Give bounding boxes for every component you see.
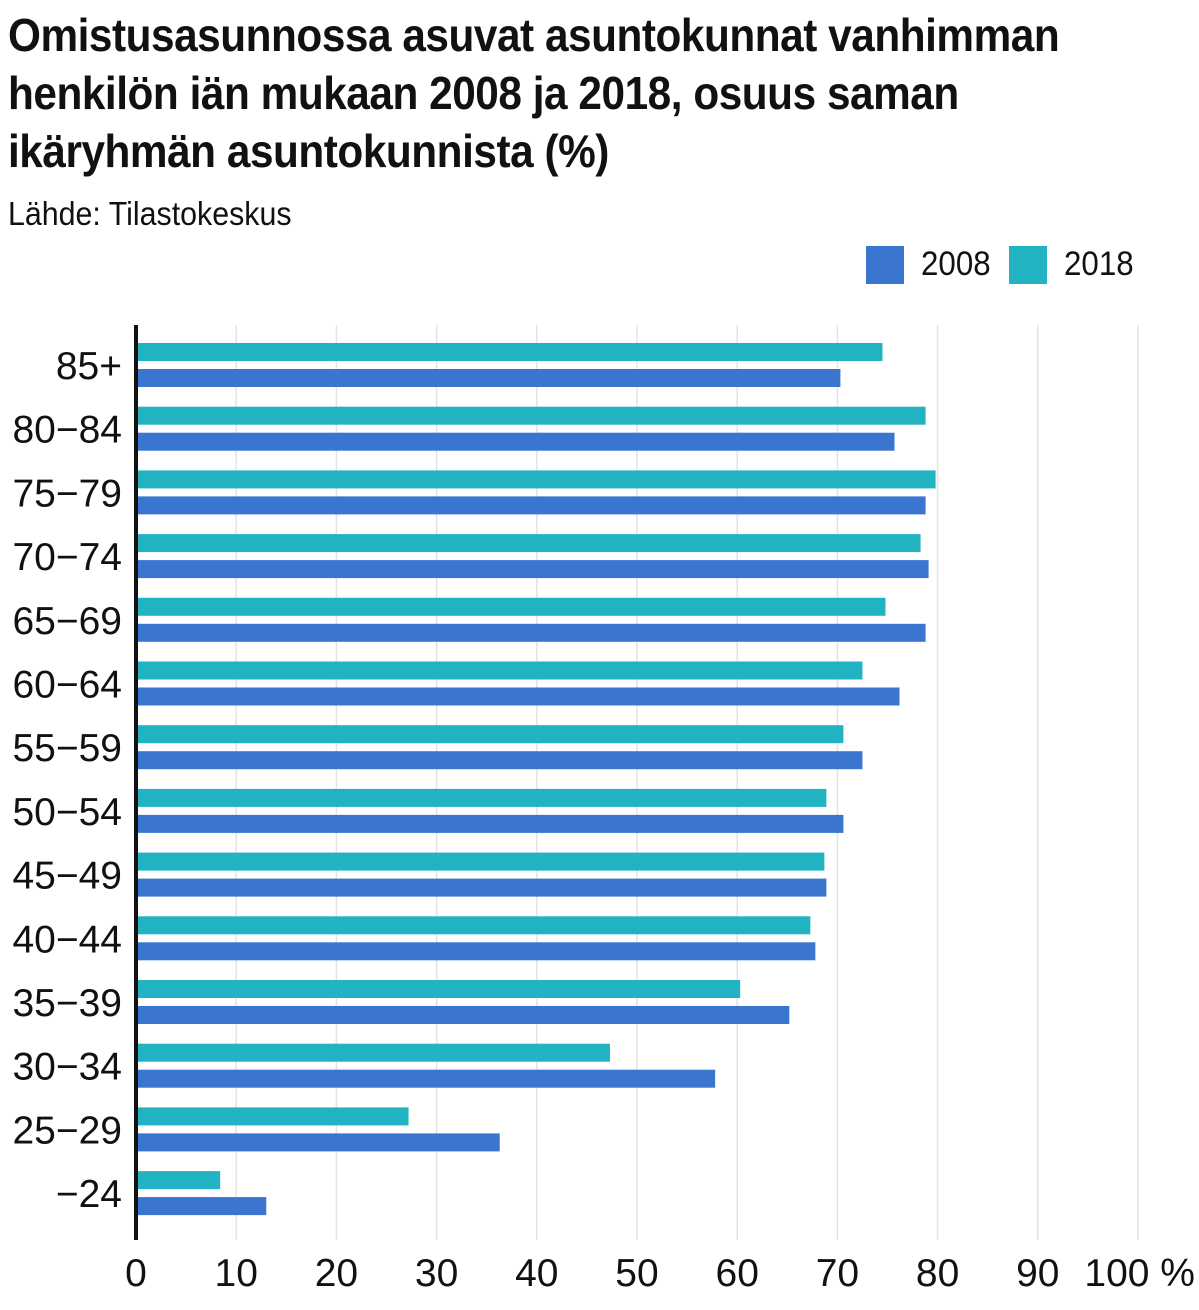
bar-2008	[136, 814, 844, 833]
x-tick-label: 10	[215, 1252, 258, 1295]
bar-2008	[136, 623, 926, 642]
category-label: 70−74	[12, 536, 122, 579]
x-tick-label: 100 %	[1084, 1252, 1195, 1295]
bar-2018	[136, 470, 936, 489]
category-label: 60−64	[12, 664, 122, 707]
x-tick-label: 80	[916, 1252, 959, 1295]
x-tick-label: 90	[1016, 1252, 1059, 1295]
bar-2008	[136, 1006, 790, 1024]
category-label: 40−44	[12, 918, 122, 961]
bar-2018	[136, 852, 825, 871]
bar-2008	[136, 1197, 267, 1216]
category-label: 75−79	[12, 472, 122, 515]
category-label: 55−59	[12, 727, 122, 770]
bar-2018	[136, 980, 741, 998]
x-tick-label: 50	[615, 1252, 658, 1295]
category-label: 85+	[56, 345, 122, 388]
x-tick-label: 30	[415, 1252, 458, 1295]
bar-2018	[136, 661, 863, 680]
bar-2018	[136, 406, 926, 425]
legend-label-2008: 2008	[920, 245, 991, 283]
category-label: 50−54	[12, 791, 122, 834]
x-tick-label: 40	[515, 1252, 558, 1295]
legend-swatch-2018	[1009, 245, 1048, 284]
bar-2018	[136, 916, 811, 935]
category-label: 25−29	[12, 1109, 122, 1152]
x-tick-label: 20	[315, 1252, 358, 1295]
bar-2018	[136, 725, 844, 744]
bar-2018	[136, 1171, 221, 1190]
x-tick-label: 60	[716, 1252, 759, 1295]
bar-2018	[136, 788, 827, 807]
chart-title: Omistusasunnossa asuvat asuntokunnat van…	[8, 9, 1060, 177]
bar-2018	[136, 534, 921, 553]
legend-item-2008: 2008	[865, 245, 994, 284]
bar-2008	[136, 878, 827, 897]
category-label: 30−34	[12, 1046, 122, 1089]
x-tick-label: 0	[125, 1252, 147, 1295]
bar-2008	[136, 1133, 500, 1152]
bar-2018	[136, 1107, 409, 1126]
legend: 2008 2018	[865, 245, 1137, 284]
bar-2008	[136, 560, 929, 579]
bar-2008	[136, 369, 841, 387]
bar-2008	[136, 687, 900, 706]
bar-2008	[136, 942, 816, 961]
bar-2018	[136, 1043, 610, 1062]
bar-2008	[136, 432, 895, 451]
legend-item-2018: 2018	[1009, 245, 1137, 284]
category-label: −24	[56, 1173, 122, 1216]
category-label: 35−39	[12, 982, 122, 1025]
bar-2018	[136, 343, 883, 361]
chart-source: Lähde: Tilastokeskus	[8, 195, 292, 232]
category-label: 80−84	[12, 409, 122, 452]
legend-label-2018: 2018	[1064, 245, 1134, 283]
legend-swatch-2008	[865, 245, 904, 284]
category-label: 45−49	[12, 855, 122, 898]
x-tick-label: 70	[816, 1252, 859, 1295]
category-label: 65−69	[12, 600, 122, 643]
bar-2008	[136, 1069, 716, 1088]
bar-2008	[136, 751, 863, 770]
bar-2018	[136, 597, 886, 616]
bar-2008	[136, 496, 926, 515]
